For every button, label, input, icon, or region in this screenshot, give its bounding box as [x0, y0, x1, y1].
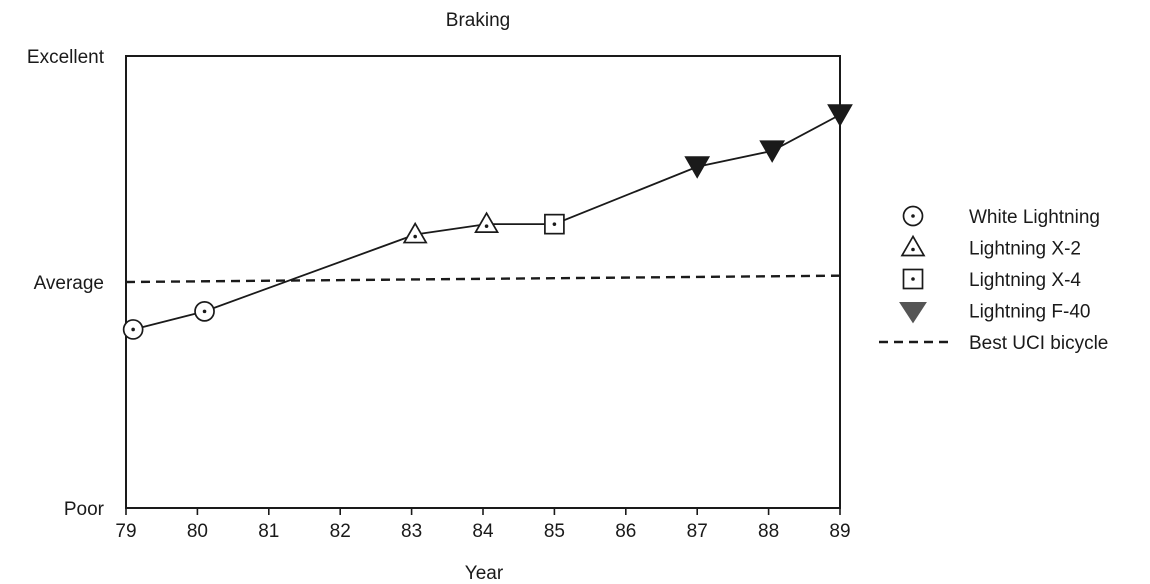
legend-swatch — [900, 234, 926, 257]
x-tick-label: 82 — [330, 521, 351, 542]
marker-dot — [911, 277, 915, 281]
series-lines — [132, 113, 841, 331]
marker-filled-triangle — [759, 140, 786, 163]
legend-label: White Lightning — [969, 207, 1100, 228]
x-axis-label: Year — [465, 563, 504, 584]
x-tick-label: 89 — [829, 521, 850, 542]
y-tick-label: Poor — [64, 499, 105, 520]
marker-triangle — [900, 234, 926, 257]
marker-dot — [131, 327, 135, 332]
legend-label: Lightning X-2 — [969, 239, 1081, 260]
reference-line — [125, 274, 841, 284]
x-tick-label: 88 — [758, 521, 779, 542]
legend-item: Lightning X-4 — [902, 268, 1081, 291]
data-point — [544, 213, 565, 235]
data-point — [474, 211, 500, 233]
data-line — [132, 113, 841, 331]
legend-item: Lightning F-40 — [899, 302, 1090, 324]
marker-triangle — [402, 221, 428, 244]
x-tick-label: 87 — [687, 521, 708, 542]
data-point — [122, 319, 144, 340]
marker-dot — [413, 234, 417, 239]
y-axis: Excellent Average Poor — [27, 47, 105, 520]
marker-filled-triangle — [827, 104, 853, 127]
legend-filled-triangle — [899, 302, 927, 324]
data-point — [684, 156, 711, 179]
x-tick-label: 84 — [472, 521, 494, 542]
data-point — [402, 221, 428, 244]
data-point — [759, 140, 786, 163]
x-tick-label: 80 — [187, 521, 208, 542]
legend-item: Best UCI bicycle — [879, 333, 1108, 354]
legend-label: Lightning X-4 — [969, 270, 1081, 291]
legend-label: Lightning F-40 — [969, 302, 1090, 323]
legend-label: Best UCI bicycle — [969, 333, 1108, 354]
marker-dot — [911, 247, 915, 252]
legend: White Lightning Lightning X-2 Lightning X-… — [879, 205, 1108, 354]
marker-dot — [911, 214, 915, 218]
data-point — [827, 104, 853, 127]
marker-filled-triangle — [684, 156, 711, 179]
legend-item: White Lightning — [902, 205, 1100, 228]
legend-swatch — [902, 205, 924, 227]
marker-dot — [552, 222, 557, 226]
marker-triangle — [474, 211, 500, 233]
chart-title: Braking — [446, 10, 510, 31]
x-tick-label: 86 — [615, 521, 636, 542]
data-markers — [122, 104, 853, 340]
x-tick-label: 79 — [115, 521, 136, 542]
legend-swatch — [899, 302, 927, 324]
y-tick-label: Average — [34, 273, 104, 294]
legend-swatch — [902, 268, 924, 290]
y-tick-label: Excellent — [27, 47, 105, 68]
x-tick-label: 85 — [544, 521, 565, 542]
marker-dot — [484, 224, 489, 228]
marker-dot — [202, 309, 207, 314]
x-axis: 79 80 81 82 83 84 85 86 87 88 89 — [115, 508, 851, 542]
reference-line-group — [125, 274, 841, 284]
x-tick-label: 83 — [401, 521, 422, 542]
x-tick-label: 81 — [258, 521, 279, 542]
legend-item: Lightning X-2 — [900, 234, 1081, 260]
data-point — [194, 301, 215, 322]
